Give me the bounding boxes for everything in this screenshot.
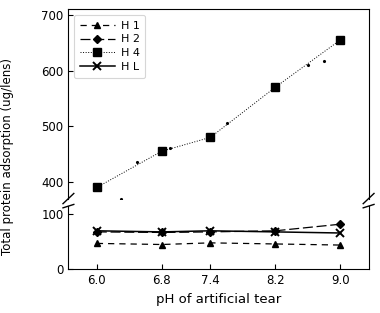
Legend: H 1, H 2, H 4, H L: H 1, H 2, H 4, H L: [74, 15, 145, 78]
Text: Total protein adsorption (ug/lens): Total protein adsorption (ug/lens): [1, 58, 14, 255]
X-axis label: pH of artificial tear: pH of artificial tear: [156, 293, 281, 305]
